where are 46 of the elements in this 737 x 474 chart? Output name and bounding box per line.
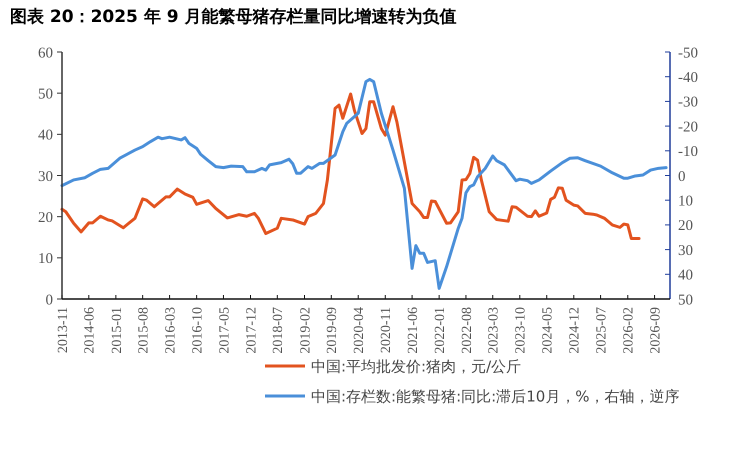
y2-tick-label: -10 bbox=[678, 144, 698, 160]
y-tick-label: 50 bbox=[38, 86, 53, 102]
x-tick-label: 2022-08 bbox=[460, 307, 475, 354]
x-tick-label: 2026-09 bbox=[648, 307, 664, 354]
legend-label: 中国:存栏数:能繁母猪:同比:滞后10月，%，右轴，逆序 bbox=[311, 387, 680, 406]
y2-tick-label: 0 bbox=[678, 168, 686, 185]
x-tick-label: 2021-06 bbox=[406, 307, 421, 354]
y2-tick-label: 30 bbox=[678, 242, 693, 259]
x-tick-label: 2026-02 bbox=[622, 307, 637, 354]
y2-tick-label: 20 bbox=[678, 218, 693, 234]
x-tick-label: 2024-12 bbox=[568, 307, 583, 354]
y2-tick-label: -40 bbox=[678, 70, 698, 86]
x-tick-label: 2023-03 bbox=[486, 307, 502, 354]
x-tick-label: 2019-09 bbox=[325, 307, 340, 354]
x-tick-label: 2015-01 bbox=[110, 307, 125, 354]
y2-tick-label: -30 bbox=[678, 94, 698, 111]
y-tick-label: 10 bbox=[38, 251, 53, 268]
y2-tick-label: -50 bbox=[678, 45, 698, 62]
x-tick-label: 2022-01 bbox=[433, 307, 448, 354]
x-tick-label: 2023-10 bbox=[514, 307, 529, 354]
y-tick-label: 0 bbox=[46, 292, 53, 308]
x-tick-label: 2013-11 bbox=[56, 307, 71, 354]
x-tick-label: 2016-10 bbox=[190, 307, 206, 354]
y2-tick-label: 40 bbox=[678, 268, 693, 284]
y2-tick-label: -20 bbox=[678, 119, 698, 136]
x-tick-label: 2017-12 bbox=[244, 307, 260, 354]
y-tick-label: 20 bbox=[38, 210, 53, 226]
x-tick-label: 2016-03 bbox=[163, 307, 178, 354]
x-tick-label: 2017-05 bbox=[217, 307, 232, 354]
x-tick-label: 2024-05 bbox=[540, 307, 556, 354]
x-tick-label: 2025-07 bbox=[594, 307, 610, 354]
x-tick-label: 2020-04 bbox=[352, 307, 368, 354]
y-tick-label: 60 bbox=[38, 45, 53, 62]
legend-label: 中国:平均批发价:猪肉，元/公斤 bbox=[311, 357, 522, 376]
x-tick-label: 2015-08 bbox=[136, 307, 152, 354]
y2-tick-label: 50 bbox=[678, 292, 693, 308]
x-tick-label: 2018-07 bbox=[271, 307, 286, 354]
y-tick-label: 40 bbox=[38, 128, 53, 144]
chart-title: 图表 20：2025 年 9 月能繁母猪存栏量同比增速转为负值 bbox=[10, 7, 456, 27]
line-series bbox=[60, 92, 641, 240]
x-tick-label: 2020-11 bbox=[379, 307, 394, 354]
x-tick-label: 2019-02 bbox=[298, 307, 314, 354]
y2-tick-label: 10 bbox=[678, 193, 693, 210]
y-tick-label: 30 bbox=[38, 168, 53, 185]
line-series bbox=[60, 78, 668, 290]
x-tick-label: 2014-06 bbox=[82, 307, 98, 354]
